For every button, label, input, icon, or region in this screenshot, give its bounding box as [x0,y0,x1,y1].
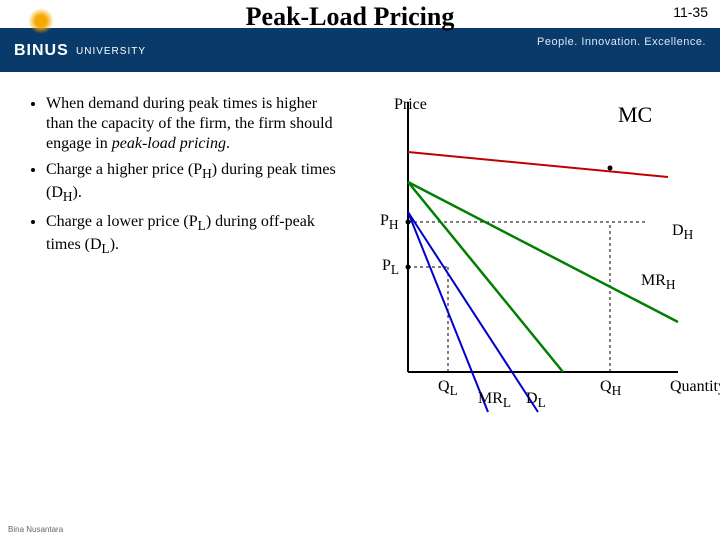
bullet-list: When demand during peak times is higher … [28,94,348,263]
logo: BINUS UNIVERSITY [8,6,148,66]
qh-label: QH [600,378,621,399]
ph-label: PH [380,212,399,233]
body: When demand during peak times is higher … [0,88,720,508]
footer-text: Bina Nusantara [8,525,63,534]
ql-label: QL [438,378,458,399]
tagline: People. Innovation. Excellence. [537,36,706,48]
slide: BINUS UNIVERSITY Peak-Load Pricing 11-35… [0,0,720,540]
mrl-label: MRL [478,390,511,411]
logo-main-text: BINUS [14,42,69,60]
mc-label: MC [618,102,652,128]
dl-label: DL [526,390,546,411]
header-bar: BINUS UNIVERSITY Peak-Load Pricing 11-35… [0,0,720,72]
x-axis-label: Quantity [670,378,720,396]
y-axis-label: Price [394,96,427,114]
bullet-item: When demand during peak times is higher … [46,94,348,154]
page-title: Peak-Load Pricing [160,2,540,32]
bullet-item: Charge a lower price (PL) during off-pea… [46,212,348,258]
logo-burst-icon [28,8,54,34]
page-number: 11-35 [673,4,708,20]
pl-label: PL [382,257,399,278]
peak-load-chart: PriceQuantityMCDHMRHDLMRLPHPLQLQH [348,92,708,452]
bullet-item: Charge a higher price (PH) during peak t… [46,160,348,206]
mrh-label: MRH [641,272,676,293]
logo-sub-text: UNIVERSITY [76,46,146,57]
dh-label: DH [672,222,693,243]
